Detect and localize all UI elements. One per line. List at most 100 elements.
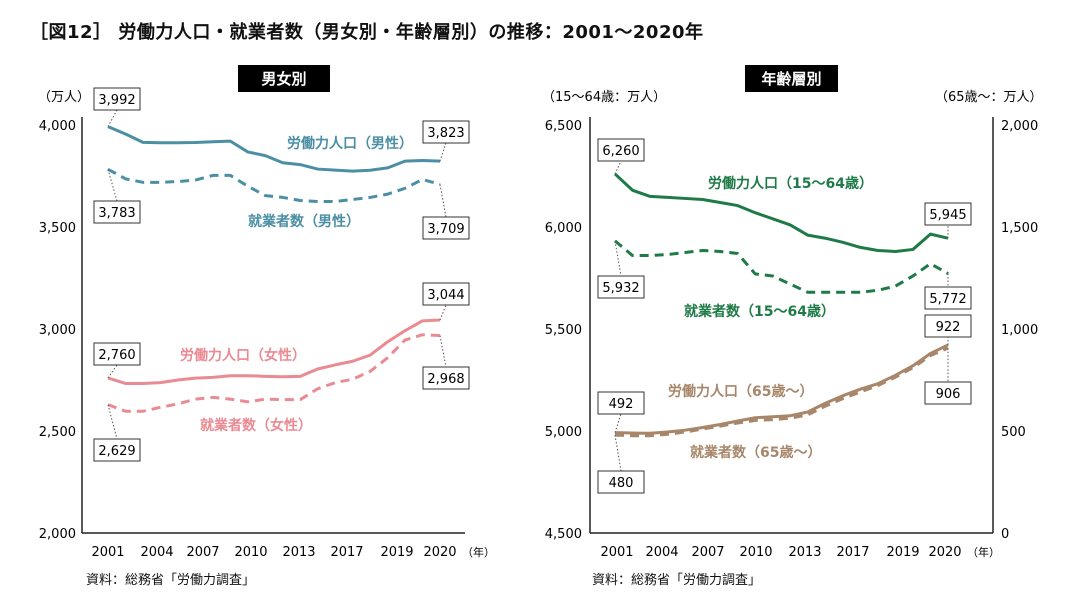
y-tick-label: 4,500 [545, 527, 582, 542]
x-tick-label: 2001 [600, 545, 633, 560]
x-tick-label: 2007 [186, 545, 219, 560]
y-right-tick-label: 0 [1001, 527, 1009, 542]
y-tick-label: 5,000 [545, 425, 582, 440]
value-callout-label: 922 [936, 320, 961, 335]
callout-leader-line [107, 364, 118, 379]
value-callout-label: 5,945 [929, 208, 966, 223]
source-note-right: 資料：総務省「労働力調査」 [592, 573, 762, 588]
series-label: 労働力人口（女性） [180, 347, 306, 364]
value-callout-label: 480 [609, 476, 634, 491]
panel-header-title: 男女別 [261, 70, 306, 88]
x-axis-unit-label: （年） [967, 545, 1000, 559]
callout-leader-line [439, 184, 447, 218]
y-right-tick-label: 1,000 [1001, 323, 1038, 338]
value-callout-label: 3,044 [427, 288, 464, 303]
x-tick-label: 2004 [140, 545, 173, 560]
callout-leader-line [439, 304, 447, 321]
x-tick-label: 2017 [330, 545, 363, 560]
series-label: 就業者数（女性） [200, 417, 312, 434]
y-tick-label: 4,000 [39, 119, 76, 134]
y-axis-right-unit-label: （65歳〜：万人） [935, 90, 1043, 105]
panel-header-box [745, 65, 838, 92]
y-right-tick-label: 1,500 [1001, 221, 1038, 236]
callout-leader-line [614, 240, 622, 277]
series-line-1-1 [614, 239, 949, 294]
y-right-tick-label: 500 [1001, 425, 1026, 440]
figure-title: ［図12］ 労働力人口・就業者数（男女別・年齢層別）の推移：2001〜2020年 [30, 22, 704, 43]
value-callout-box [924, 381, 972, 405]
x-tick-label: 2020 [423, 545, 456, 560]
callout-leader-line [614, 160, 622, 175]
callout-leader-line [439, 335, 447, 368]
value-callout-box [597, 391, 645, 415]
y-tick-label: 3,000 [39, 323, 76, 338]
x-tick-label: 2019 [886, 545, 919, 560]
value-callout-box [597, 138, 645, 162]
value-callout-box [924, 202, 972, 226]
value-callout-box [597, 275, 645, 299]
value-callout-label: 3,992 [98, 93, 135, 108]
callout-leader-line [107, 404, 118, 440]
y-right-tick-label: 2,000 [1001, 119, 1038, 134]
value-callout-label: 3,709 [427, 222, 464, 237]
series-label: 労働力人口（65歳〜） [668, 383, 813, 400]
value-callout-label: 906 [936, 387, 961, 402]
series-line-1-0 [613, 172, 949, 253]
callout-leader-line [614, 413, 622, 433]
value-callout-box [93, 200, 141, 224]
value-callout-box [924, 286, 972, 310]
value-callout-label: 6,260 [602, 144, 639, 159]
value-callout-label: 2,968 [427, 372, 464, 387]
callout-leader-line [614, 434, 622, 472]
callout-leader-line [107, 109, 118, 127]
series-line-1-3 [614, 346, 949, 438]
source-note-left: 資料：総務省「労働力調査」 [86, 573, 256, 588]
x-tick-label: 2001 [91, 545, 124, 560]
value-callout-box [93, 342, 141, 366]
value-callout-label: 2,629 [98, 444, 135, 459]
value-callout-box [93, 438, 141, 462]
y-tick-label: 6,000 [545, 221, 582, 236]
panel-header-box [238, 65, 330, 92]
x-tick-label: 2004 [645, 545, 678, 560]
value-callout-box [597, 470, 645, 494]
value-callout-box [422, 216, 470, 240]
x-tick-label: 2007 [691, 545, 724, 560]
value-callout-label: 5,772 [929, 292, 966, 307]
x-tick-label: 2010 [234, 545, 267, 560]
y-axis-unit-label: （15〜64歳：万人） [542, 90, 666, 105]
x-tick-label: 2013 [282, 545, 315, 560]
y-tick-label: 5,500 [545, 323, 582, 338]
value-callout-label: 3,823 [427, 126, 464, 141]
series-label: 就業者数（男性） [248, 213, 360, 230]
series-line-0-3 [107, 333, 441, 413]
series-line-0-2 [107, 318, 441, 385]
x-tick-label: 2017 [836, 545, 869, 560]
x-axis-unit-label: （年） [462, 545, 495, 559]
value-callout-box [924, 314, 972, 338]
x-tick-label: 2019 [380, 545, 413, 560]
series-label: 労働力人口（男性） [287, 135, 413, 152]
series-line-0-1 [107, 167, 441, 203]
value-callout-box [422, 366, 470, 390]
value-callout-label: 3,783 [98, 206, 135, 221]
value-callout-label: 492 [609, 397, 634, 412]
callout-leader-line [439, 142, 447, 162]
value-callout-box [422, 120, 470, 144]
value-callout-box [422, 282, 470, 306]
x-tick-label: 2010 [739, 545, 772, 560]
panel-header-title: 年齢層別 [761, 70, 821, 88]
y-tick-label: 3,500 [39, 221, 76, 236]
y-tick-label: 2,000 [39, 527, 76, 542]
value-callout-box [93, 87, 141, 111]
series-label: 就業者数（15〜64歳） [684, 303, 835, 320]
series-line-1-2 [614, 343, 949, 435]
y-tick-label: 2,500 [39, 425, 76, 440]
series-label: 労働力人口（15〜64歳） [708, 175, 873, 192]
x-tick-label: 2020 [928, 545, 961, 560]
y-axis-unit-label: （万人） [38, 90, 90, 105]
series-label: 就業者数（65歳〜） [690, 444, 821, 461]
value-callout-label: 5,932 [602, 281, 639, 296]
value-callout-label: 2,760 [98, 348, 135, 363]
